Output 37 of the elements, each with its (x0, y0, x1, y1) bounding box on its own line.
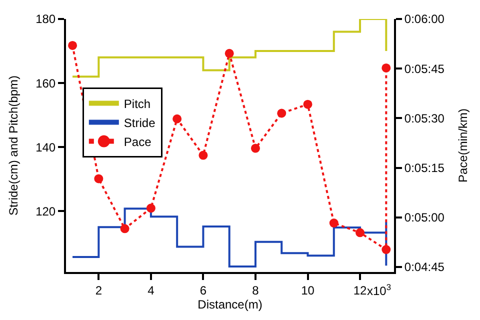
point (329, 218, 338, 228)
x-tick-label: 4 (148, 283, 155, 298)
legend-label: Stride (124, 116, 156, 130)
point (356, 228, 365, 238)
y-tick-label: 140 (36, 140, 56, 154)
text: x10$^{3}$ (367, 282, 392, 298)
y2-tick-label: 0:04:45 (404, 260, 445, 274)
y2-tick-label: 0:05:00 (404, 210, 445, 225)
point (68, 40, 78, 50)
y-tick-label: 120 (36, 204, 56, 218)
legend-label: Pitch (124, 96, 151, 111)
y2-tick-label: 0:05:30 (404, 111, 445, 126)
point (172, 114, 182, 124)
y2-axis-title: Pace(min/km) (456, 108, 470, 183)
legend-label: Pace (124, 134, 152, 149)
point (250, 144, 260, 153)
x-tick-label: 8 (252, 283, 260, 298)
x-tick-label: 2 (95, 283, 102, 298)
y2-tick-label: 0:05:45 (404, 62, 445, 76)
y2-tick-label: 0:05:15 (404, 161, 445, 176)
point (382, 63, 391, 72)
x-tick-label: 12 (353, 283, 368, 298)
point (146, 204, 156, 213)
point (382, 245, 391, 254)
point (277, 108, 286, 118)
point (303, 100, 312, 109)
point (224, 48, 234, 58)
point (198, 150, 208, 160)
y-tick-label: 160 (36, 76, 56, 90)
y-axis-title: Stride(cm) and Pitch(bpm) (6, 75, 20, 216)
x-tick-label: 10 (301, 283, 315, 298)
point (120, 224, 130, 234)
x-tick-label: 6 (200, 283, 207, 298)
y-tick-label: 180 (36, 12, 56, 26)
x-axis-title: Distance(m) (198, 297, 262, 312)
point (94, 174, 104, 184)
y2-tick-label: 0:06:00 (404, 12, 445, 26)
